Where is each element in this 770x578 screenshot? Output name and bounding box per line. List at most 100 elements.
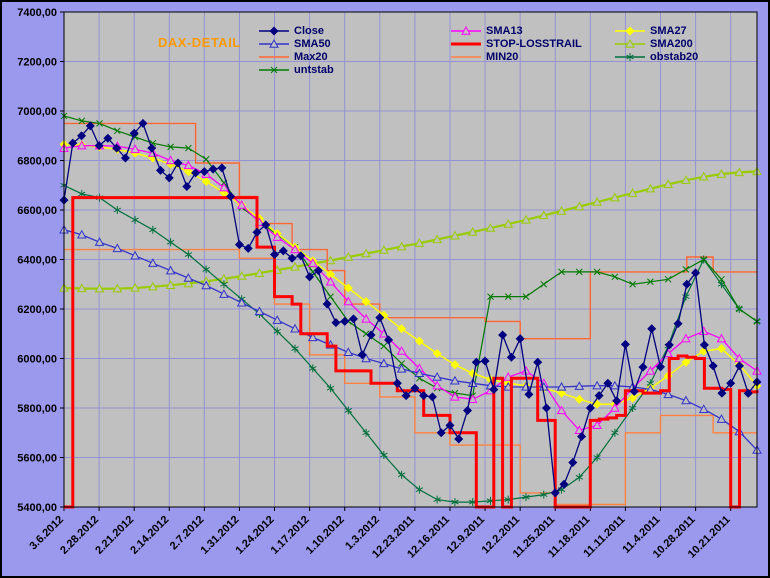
legend-item-close[interactable]: Close bbox=[258, 24, 334, 37]
series-marker bbox=[340, 316, 350, 326]
series-marker bbox=[699, 340, 709, 350]
x-tick-label: 2.14.2012 bbox=[128, 514, 171, 557]
legend-item-min20[interactable]: MIN20 bbox=[450, 50, 582, 63]
series-marker bbox=[414, 368, 425, 378]
series-marker bbox=[129, 128, 139, 138]
series-marker bbox=[147, 143, 157, 153]
legend-item-sma27[interactable]: SMA27 bbox=[614, 24, 698, 37]
series-marker bbox=[664, 275, 672, 283]
series-marker bbox=[191, 168, 201, 178]
series-marker bbox=[384, 335, 394, 345]
series-marker bbox=[716, 344, 726, 354]
series-marker bbox=[450, 375, 460, 385]
series-marker bbox=[305, 272, 315, 282]
series-marker bbox=[199, 167, 209, 177]
series-marker bbox=[611, 428, 619, 437]
series-marker bbox=[130, 144, 140, 154]
series-marker bbox=[585, 403, 595, 413]
series-marker bbox=[533, 357, 543, 367]
legend-column-3: SMA27 SMA200 obstab20 bbox=[614, 24, 698, 63]
series-marker bbox=[165, 155, 176, 165]
legend-label: STOP-LOSSTRAIL bbox=[486, 37, 582, 50]
series-marker bbox=[603, 378, 613, 388]
series-marker bbox=[112, 283, 123, 293]
y-tick-label: 6600,00 bbox=[17, 205, 57, 217]
series-marker bbox=[378, 358, 389, 368]
series-marker bbox=[594, 391, 604, 401]
legend-item-sma13[interactable]: SMA13 bbox=[450, 24, 582, 37]
series-marker bbox=[327, 293, 334, 300]
series-marker bbox=[343, 283, 353, 293]
series-marker bbox=[716, 333, 727, 343]
series-marker bbox=[480, 356, 490, 366]
series-marker bbox=[568, 457, 578, 467]
series-marker bbox=[574, 425, 585, 434]
series-marker bbox=[628, 393, 638, 403]
series-marker bbox=[450, 391, 460, 401]
series-marker bbox=[467, 226, 478, 236]
series-marker bbox=[165, 280, 176, 289]
series-marker bbox=[432, 380, 443, 390]
series-marker bbox=[357, 350, 367, 360]
series-marker bbox=[343, 347, 354, 357]
series-marker bbox=[522, 293, 530, 300]
legend-item-untstab[interactable]: untstab bbox=[258, 63, 334, 76]
series-marker bbox=[419, 391, 429, 401]
series-marker bbox=[681, 395, 691, 405]
y-tick-label: 7400,00 bbox=[17, 7, 57, 19]
series-marker bbox=[433, 495, 441, 504]
series-marker bbox=[454, 434, 464, 444]
series-marker bbox=[718, 275, 725, 283]
y-tick-label: 7000,00 bbox=[17, 106, 57, 118]
series-marker bbox=[202, 265, 210, 274]
legend-item-sma200[interactable]: SMA200 bbox=[614, 37, 698, 50]
series-marker bbox=[663, 389, 674, 399]
legend-swatch-sma50-icon bbox=[259, 38, 289, 48]
y-tick-label: 5400,00 bbox=[17, 502, 57, 514]
series-marker bbox=[593, 268, 601, 276]
series-marker bbox=[540, 490, 548, 499]
series-line-close bbox=[63, 122, 758, 495]
series-marker bbox=[700, 256, 708, 263]
series-marker bbox=[252, 227, 262, 237]
series-marker bbox=[287, 253, 297, 263]
series-marker bbox=[182, 181, 192, 191]
series-marker bbox=[515, 334, 525, 344]
series-marker bbox=[325, 276, 336, 286]
series-marker bbox=[147, 281, 158, 291]
series-marker bbox=[681, 333, 691, 343]
series-marker bbox=[380, 451, 388, 460]
series-marker bbox=[219, 289, 229, 298]
series-marker bbox=[85, 121, 95, 131]
series-marker bbox=[348, 314, 358, 324]
series-marker bbox=[120, 153, 130, 163]
series-marker bbox=[574, 201, 585, 211]
legend-label: Max20 bbox=[294, 50, 328, 63]
series-marker bbox=[698, 171, 709, 181]
legend-item-stop-losstrail[interactable]: STOP-LOSSTRAIL bbox=[450, 37, 582, 50]
y-tick-label: 6800,00 bbox=[17, 156, 57, 168]
series-marker bbox=[183, 278, 194, 288]
series-marker bbox=[503, 219, 514, 228]
legend-item-obstab20[interactable]: obstab20 bbox=[614, 50, 698, 63]
series-marker bbox=[261, 220, 271, 230]
series-marker bbox=[717, 388, 727, 398]
series-marker bbox=[378, 245, 389, 254]
legend-item-sma50[interactable]: SMA50 bbox=[258, 37, 334, 50]
series-marker bbox=[361, 248, 371, 258]
series-marker bbox=[396, 241, 407, 251]
series-marker bbox=[445, 420, 455, 430]
series-marker bbox=[451, 498, 459, 507]
legend-swatch-sma27-icon bbox=[615, 25, 645, 36]
series-marker bbox=[655, 362, 666, 372]
series-marker bbox=[609, 192, 620, 202]
series-marker bbox=[273, 327, 281, 336]
legend-item-max20[interactable]: Max20 bbox=[258, 50, 334, 63]
series-marker bbox=[432, 234, 443, 244]
series-marker bbox=[344, 406, 353, 415]
series-marker bbox=[76, 229, 87, 239]
series-line-min20 bbox=[64, 248, 757, 506]
series-marker bbox=[664, 340, 674, 350]
